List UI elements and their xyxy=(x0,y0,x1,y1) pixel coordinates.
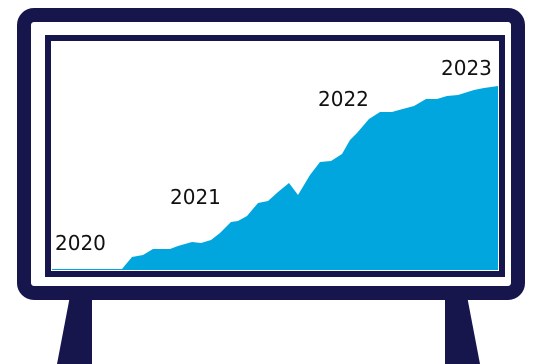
growth-area xyxy=(52,86,498,270)
year-label-2020: 2020 xyxy=(55,231,106,255)
left-leg xyxy=(57,296,92,364)
year-label-2023: 2023 xyxy=(441,56,492,80)
year-label-2022: 2022 xyxy=(318,87,369,111)
board-outer-frame xyxy=(17,8,525,300)
year-label-2021: 2021 xyxy=(170,185,221,209)
right-leg xyxy=(445,296,480,364)
